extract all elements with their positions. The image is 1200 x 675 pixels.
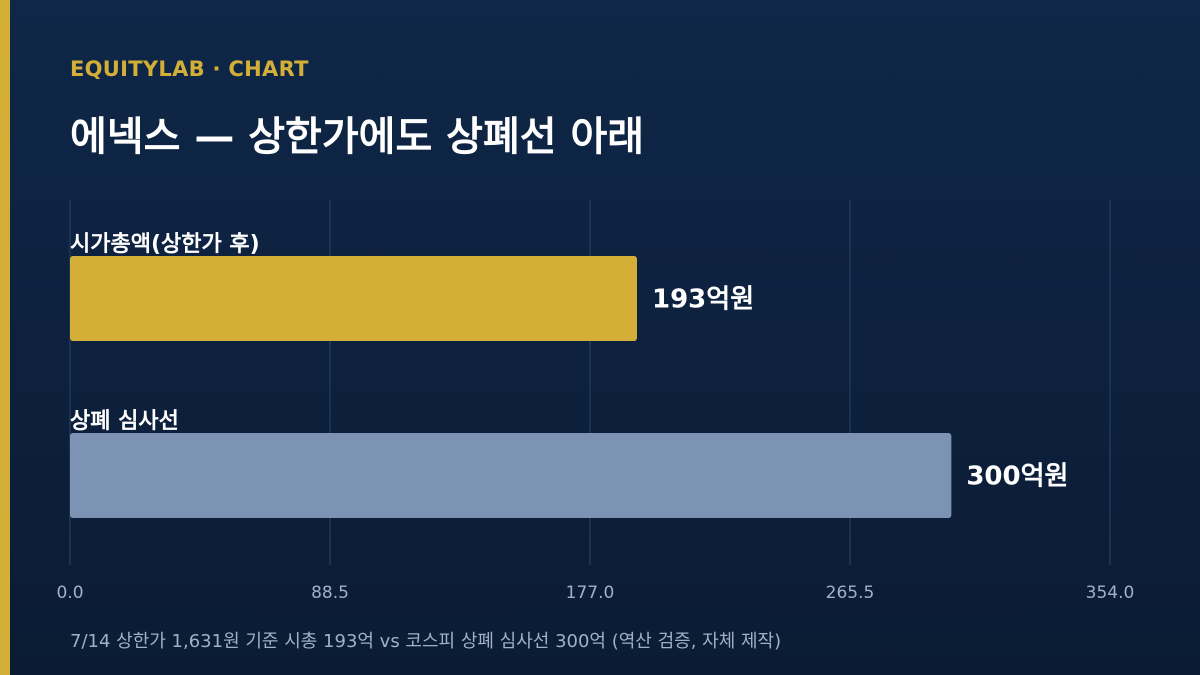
x-tick-label: 88.5	[311, 583, 349, 603]
accent-strip	[0, 0, 10, 675]
bar	[70, 433, 952, 518]
category-label: 상폐 심사선	[70, 409, 179, 434]
x-tick-label: 0.0	[56, 583, 83, 603]
brand-label: EQUITYLAB · CHART	[70, 57, 309, 81]
x-tick-label: 354.0	[1086, 583, 1135, 603]
x-tick-label: 177.0	[566, 583, 615, 603]
x-tick-label: 265.5	[826, 583, 875, 603]
value-label: 300억원	[966, 462, 1068, 492]
x-axis-ticks: 0.0 88.5 177.0 265.5 354.0	[56, 583, 1134, 603]
chart-title: 에넥스 — 상한가에도 상폐선 아래	[70, 114, 645, 160]
bar	[70, 256, 638, 341]
chart-caption: 7/14 상한가 1,631원 기준 시총 193억 vs 코스피 상폐 심사선…	[70, 631, 782, 652]
category-label: 시가총액(상한가 후)	[70, 232, 260, 257]
value-label: 193억원	[652, 285, 754, 315]
